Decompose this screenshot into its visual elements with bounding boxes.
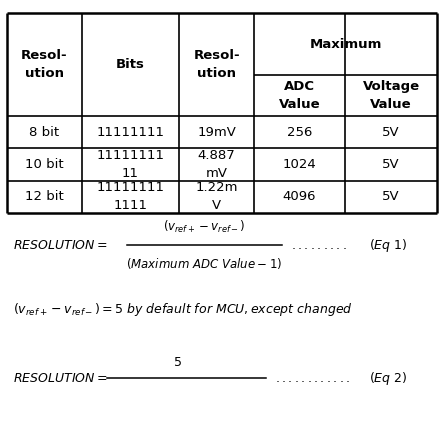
Text: 11111111: 11111111	[96, 126, 164, 139]
Text: 10 bit: 10 bit	[25, 158, 63, 171]
Text: Resol-
ution: Resol- ution	[193, 49, 240, 80]
Text: 19mV: 19mV	[197, 126, 236, 139]
Text: ADC
Value: ADC Value	[279, 80, 320, 111]
Text: Resol-
ution: Resol- ution	[21, 49, 67, 80]
Text: 8 bit: 8 bit	[29, 126, 59, 139]
Text: $... ... ...$: $... ... ...$	[291, 239, 347, 252]
Text: 5V: 5V	[382, 158, 400, 171]
Text: 11111111
11: 11111111 11	[96, 149, 164, 180]
Text: Voltage
Value: Voltage Value	[362, 80, 420, 111]
Text: 11111111
1111: 11111111 1111	[96, 181, 164, 212]
Text: 5V: 5V	[382, 190, 400, 203]
Text: Bits: Bits	[116, 58, 145, 71]
Text: $... ... ... ...$: $... ... ... ...$	[275, 372, 350, 385]
Text: 4.887
mV: 4.887 mV	[198, 149, 235, 180]
Text: 1024: 1024	[283, 158, 317, 171]
Text: 12 bit: 12 bit	[25, 190, 64, 203]
Text: 4096: 4096	[283, 190, 316, 203]
Text: $(v_{ref+} - v_{ref-}) = 5\ by\ default\ for\ MCU, except\ changed$: $(v_{ref+} - v_{ref-}) = 5\ by\ default\…	[13, 301, 353, 318]
Text: $(Maximum\ ADC\ Value - 1)$: $(Maximum\ ADC\ Value - 1)$	[126, 256, 282, 270]
Text: $RESOLUTION =$: $RESOLUTION =$	[13, 372, 108, 385]
Text: $(Eq\ 2)$: $(Eq\ 2)$	[369, 370, 407, 387]
Text: $RESOLUTION =$: $RESOLUTION =$	[13, 239, 108, 252]
Text: Maximum: Maximum	[309, 37, 382, 51]
Text: $(Eq\ 1)$: $(Eq\ 1)$	[369, 237, 407, 254]
Text: $5$: $5$	[173, 356, 182, 369]
Text: $(v_{ref+} - v_{ref-})$: $(v_{ref+} - v_{ref-})$	[163, 219, 245, 235]
Text: 5V: 5V	[382, 126, 400, 139]
Text: 1.22m
V: 1.22m V	[195, 181, 238, 212]
Text: 256: 256	[287, 126, 312, 139]
